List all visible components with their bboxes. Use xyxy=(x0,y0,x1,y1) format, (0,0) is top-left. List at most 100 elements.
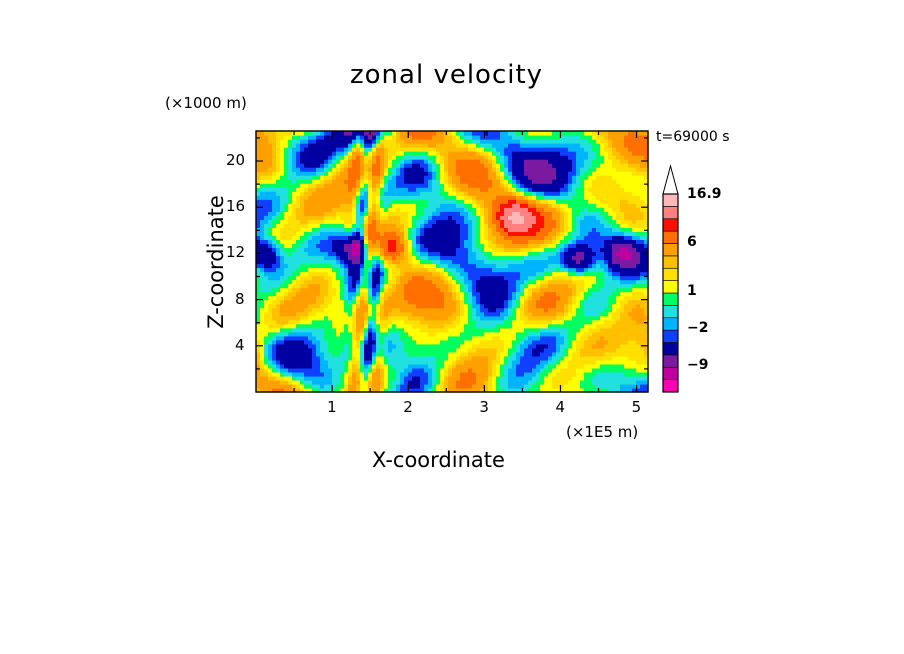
field-cell xyxy=(276,215,281,220)
field-cell xyxy=(508,371,513,377)
field-cell xyxy=(484,295,489,301)
field-cell xyxy=(524,183,529,188)
field-cell xyxy=(424,307,429,313)
field-cell xyxy=(340,323,345,329)
field-cell xyxy=(268,187,273,192)
field-cell xyxy=(556,207,561,212)
field-cell xyxy=(468,291,473,297)
field-cell xyxy=(520,195,525,200)
field-cell xyxy=(504,303,509,309)
field-cell xyxy=(444,191,449,196)
field-cell xyxy=(284,387,289,393)
field-cell xyxy=(276,171,281,176)
field-cell xyxy=(360,247,365,253)
field-cell xyxy=(348,283,353,289)
field-cell xyxy=(428,227,433,232)
field-cell xyxy=(344,159,349,164)
field-cell xyxy=(384,227,389,232)
field-cell xyxy=(536,195,541,200)
field-cell xyxy=(552,267,557,273)
field-cell xyxy=(368,147,373,152)
field-cell xyxy=(332,191,337,196)
field-cell xyxy=(400,307,405,313)
field-cell xyxy=(500,359,505,365)
field-cell xyxy=(496,191,501,196)
field-cell xyxy=(272,251,277,257)
field-cell xyxy=(432,243,437,249)
field-cell xyxy=(504,135,509,140)
field-cell xyxy=(432,263,437,269)
field-cell xyxy=(524,255,529,261)
field-cell xyxy=(260,271,265,277)
field-cell xyxy=(544,299,549,305)
field-cell xyxy=(516,135,521,140)
field-cell xyxy=(456,263,461,269)
field-cell xyxy=(516,275,521,281)
field-cell xyxy=(276,319,281,325)
field-cell xyxy=(424,195,429,200)
field-cell xyxy=(500,295,505,301)
field-cell xyxy=(480,131,485,136)
field-cell xyxy=(428,215,433,220)
field-cell xyxy=(456,327,461,333)
field-cell xyxy=(312,219,317,224)
field-cell xyxy=(548,159,553,164)
field-cell xyxy=(408,259,413,265)
field-cell xyxy=(328,195,333,200)
field-cell xyxy=(376,243,381,249)
field-cell xyxy=(404,367,409,373)
field-cell xyxy=(360,143,365,148)
field-cell xyxy=(424,231,429,236)
field-cell xyxy=(552,379,557,385)
field-cell xyxy=(404,267,409,273)
field-cell xyxy=(404,159,409,164)
field-cell xyxy=(556,187,561,192)
field-cell xyxy=(432,223,437,228)
field-cell xyxy=(336,135,341,140)
field-cell xyxy=(504,327,509,333)
field-cell xyxy=(556,359,561,365)
field-cell xyxy=(324,359,329,365)
field-cell xyxy=(320,223,325,228)
field-cell xyxy=(484,387,489,393)
field-cell xyxy=(432,307,437,313)
field-cell xyxy=(560,359,565,365)
field-cell xyxy=(292,279,297,285)
field-cell xyxy=(504,287,509,293)
field-cell xyxy=(280,183,285,188)
field-cell xyxy=(424,175,429,180)
field-cell xyxy=(356,239,361,245)
field-cell xyxy=(320,307,325,313)
field-cell xyxy=(360,363,365,369)
field-cell xyxy=(472,343,477,349)
field-cell xyxy=(340,383,345,389)
field-cell xyxy=(464,211,469,216)
field-cell xyxy=(432,163,437,168)
field-cell xyxy=(340,271,345,277)
field-cell xyxy=(316,355,321,361)
field-cell xyxy=(304,155,309,160)
field-cell xyxy=(496,383,501,389)
field-cell xyxy=(364,231,369,236)
field-cell xyxy=(400,215,405,220)
field-cell xyxy=(360,323,365,329)
field-cell xyxy=(292,155,297,160)
field-cell xyxy=(336,283,341,289)
field-cell xyxy=(328,143,333,148)
field-cell xyxy=(344,275,349,281)
field-cell xyxy=(364,219,369,224)
field-cell xyxy=(516,243,521,249)
field-cell xyxy=(320,335,325,341)
field-cell xyxy=(400,291,405,297)
field-cell xyxy=(484,351,489,357)
field-cell xyxy=(424,211,429,216)
field-cell xyxy=(404,291,409,297)
field-cell xyxy=(388,195,393,200)
field-cell xyxy=(376,187,381,192)
field-cell xyxy=(348,355,353,361)
field-cell xyxy=(452,323,457,329)
field-cell xyxy=(448,275,453,281)
field-cell xyxy=(308,307,313,313)
field-cell xyxy=(464,263,469,269)
field-cell xyxy=(332,375,337,381)
